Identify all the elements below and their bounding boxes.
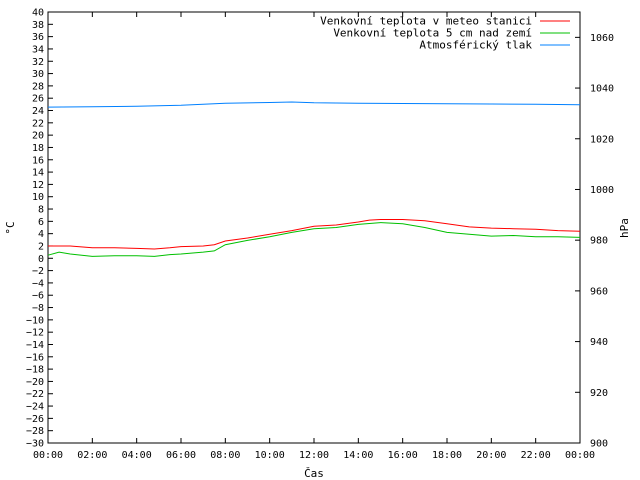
- y-axis-label: °C: [4, 221, 17, 234]
- y2-tick-label: 920: [590, 388, 608, 399]
- x-axis-ticks: 00:00 02:00 04:00 06:00 08:00 10:00 12:00 14:00…: [33, 12, 595, 461]
- y-tick-label: 40: [32, 8, 44, 19]
- series-line-2: [47, 222, 581, 257]
- x-tick-label: 00:00: [33, 450, 63, 461]
- y-tick-label: 10: [32, 192, 44, 203]
- y-tick-label: 30: [32, 69, 44, 80]
- x-axis-label: Čas: [304, 467, 324, 480]
- series-line-1: [48, 219, 581, 250]
- y-tick-label: 34: [32, 44, 44, 55]
- y-tick-label: 18: [32, 143, 44, 154]
- y-tick-label: −14: [26, 340, 44, 351]
- y-tick-label: 6: [38, 217, 44, 228]
- y-tick-label: 16: [32, 155, 44, 166]
- y-tick-label: 36: [32, 32, 44, 43]
- y-tick-label: −28: [26, 426, 44, 437]
- y2-tick-label: 1020: [590, 134, 614, 145]
- y-tick-label: −10: [26, 315, 44, 326]
- x-tick-label: 14:00: [343, 450, 373, 461]
- y-tick-label: 20: [32, 131, 44, 142]
- x-tick-label: 04:00: [122, 450, 152, 461]
- y-tick-label: −18: [26, 365, 44, 376]
- y2-tick-label: 900: [590, 439, 608, 450]
- y2-tick-label: 940: [590, 337, 608, 348]
- y-tick-label: −16: [26, 352, 44, 363]
- x-tick-label: 12:00: [299, 450, 329, 461]
- right-axis-ticks: 900 920 940 960 980 1000 1020 1040 1060: [575, 33, 614, 450]
- series-line-3: [47, 101, 581, 108]
- y-tick-label: 38: [32, 20, 44, 31]
- y-tick-label: −20: [26, 377, 44, 388]
- y2-axis-label: hPa: [618, 218, 631, 238]
- y-tick-label: −2: [32, 266, 44, 277]
- y-tick-label: −12: [26, 328, 44, 339]
- y-tick-label: −24: [26, 402, 44, 413]
- y2-tick-label: 1040: [590, 84, 614, 95]
- y2-tick-label: 980: [590, 236, 608, 247]
- legend: Venkovní teplota v meteo staniciVenkovní…: [320, 15, 570, 52]
- y-tick-label: 26: [32, 94, 44, 105]
- y-tick-label: 14: [32, 168, 44, 179]
- y-tick-label: 8: [38, 205, 44, 216]
- y2-tick-label: 960: [590, 286, 608, 297]
- y-tick-label: −4: [32, 278, 44, 289]
- x-tick-label: 20:00: [476, 450, 506, 461]
- legend-label: Venkovní teplota 5 cm nad zemí: [333, 27, 532, 40]
- x-tick-label: 06:00: [166, 450, 196, 461]
- left-axis-ticks: −30−28−26−24−22−20−18−16−14−12−10−8−6−4−…: [26, 8, 53, 450]
- y-tick-label: 0: [38, 254, 44, 265]
- y-tick-label: 12: [32, 180, 44, 191]
- y-tick-label: −6: [32, 291, 44, 302]
- x-tick-label: 22:00: [521, 450, 551, 461]
- legend-label: Atmosférický tlak: [419, 39, 532, 52]
- plot-frame: [47, 11, 581, 444]
- x-tick-label: 00:00: [565, 450, 595, 461]
- x-tick-label: 10:00: [255, 450, 285, 461]
- x-tick-label: 08:00: [210, 450, 240, 461]
- y-tick-label: 4: [38, 229, 44, 240]
- x-tick-label: 16:00: [388, 450, 418, 461]
- x-tick-label: 18:00: [432, 450, 462, 461]
- y-tick-label: 24: [32, 106, 44, 117]
- y-tick-label: 22: [32, 118, 44, 129]
- y2-tick-label: 1060: [590, 33, 614, 44]
- y-tick-label: −26: [26, 414, 44, 425]
- legend-label: Venkovní teplota v meteo stanici: [320, 15, 532, 28]
- y-tick-label: 32: [32, 57, 44, 68]
- y-tick-label: 2: [38, 241, 44, 252]
- x-tick-label: 02:00: [77, 450, 107, 461]
- y-tick-label: −30: [26, 439, 44, 450]
- y-tick-label: −8: [32, 303, 44, 314]
- y-tick-label: −22: [26, 389, 44, 400]
- series-lines: [47, 101, 581, 257]
- y2-tick-label: 1000: [590, 185, 614, 196]
- y-tick-label: 28: [32, 81, 44, 92]
